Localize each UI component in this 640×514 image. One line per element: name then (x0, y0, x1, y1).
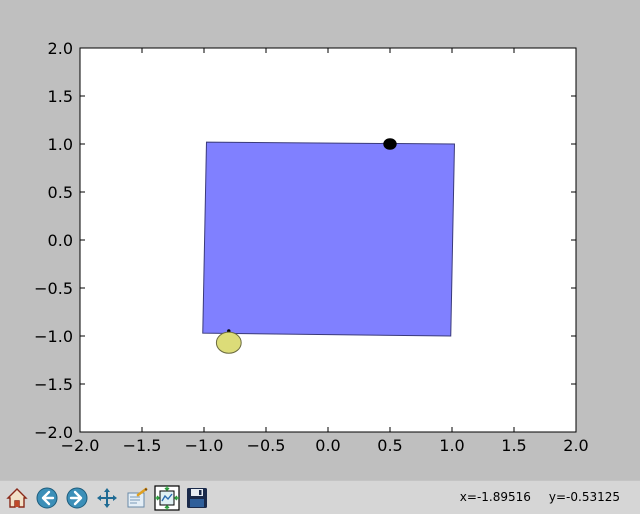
y-tick-label: −1.5 (34, 375, 73, 394)
y-tick-label: 0.5 (48, 183, 73, 202)
y-tick-label: 2.0 (48, 39, 73, 58)
plot-area[interactable]: −2.0 −1.5 −1.0 −0.5 0.0 0.5 1.0 1.5 2.0 2.0 1.5 1.0… (0, 0, 640, 480)
coord-x-value: x=-1.89516 (459, 490, 531, 504)
forward-button[interactable] (63, 484, 90, 511)
x-tick-label: 2.0 (563, 436, 588, 455)
subplots-icon (153, 484, 180, 511)
home-icon (5, 487, 28, 508)
coordinate-readout: x=-1.89516 y=-0.53125 (460, 490, 620, 504)
x-tick-label: 0.5 (377, 436, 402, 455)
x-tick-label: −2.0 (61, 436, 100, 455)
x-tick-label: 0.0 (315, 436, 340, 455)
zoom-rect-icon (127, 487, 147, 507)
floppy-disk-icon (186, 487, 207, 508)
y-tick-label: 0.0 (48, 231, 73, 250)
marker-point-0[interactable] (383, 138, 397, 150)
x-tick-label: −1.0 (185, 436, 224, 455)
x-tick-label: −1.5 (123, 436, 162, 455)
x-tick-label: −0.5 (247, 436, 286, 455)
y-tick-label: −1.0 (34, 327, 73, 346)
x-tick-label: 1.5 (501, 436, 526, 455)
subplots-button[interactable] (153, 484, 180, 511)
figure-canvas[interactable]: −2.0 −1.5 −1.0 −0.5 0.0 0.5 1.0 1.5 2.0 2.0 1.5 1.0… (0, 0, 640, 480)
y-tick-label: −2.0 (34, 423, 73, 442)
save-button[interactable] (183, 484, 210, 511)
square-polygon[interactable] (202, 141, 455, 337)
zoom-button[interactable] (123, 484, 150, 511)
navigation-toolbar: x=-1.89516 y=-0.53125 (0, 480, 640, 514)
pan-button[interactable] (93, 484, 120, 511)
marker-point-2[interactable] (215, 331, 242, 354)
back-button[interactable] (33, 484, 60, 511)
move-icon (96, 487, 117, 508)
home-button[interactable] (3, 484, 30, 511)
y-tick-label: 1.5 (48, 87, 73, 106)
y-tick-label: 1.0 (48, 135, 73, 154)
y-tick-label: −0.5 (34, 279, 73, 298)
arrow-right-icon (66, 487, 87, 508)
tick-layer: −2.0 −1.5 −1.0 −0.5 0.0 0.5 1.0 1.5 2.0 2.0 1.5 1.0… (34, 39, 589, 455)
arrow-left-icon (36, 487, 57, 508)
x-tick-label: 1.0 (439, 436, 464, 455)
data-layer (202, 138, 455, 354)
coord-y-value: y=-0.53125 (548, 490, 620, 504)
